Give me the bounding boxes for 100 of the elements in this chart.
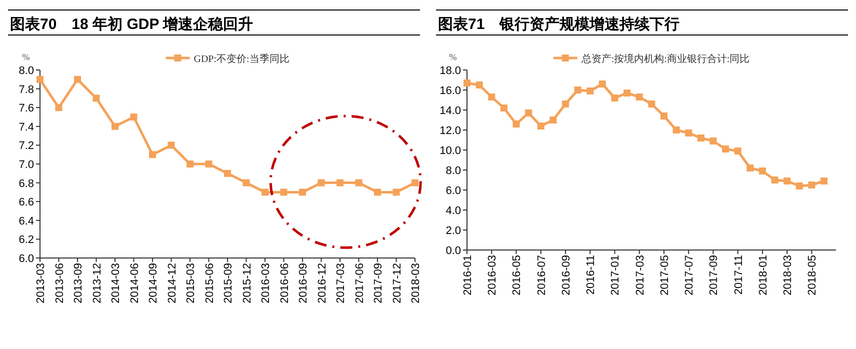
x-tick-label: 2014-06	[128, 263, 141, 304]
y-tick-label: 12.0	[440, 125, 461, 137]
y-axis-title: %	[449, 52, 458, 62]
y-tick-label: 8.0	[18, 65, 34, 77]
point	[525, 110, 532, 116]
point	[464, 80, 470, 86]
x-tick-label: 2015-06	[204, 263, 216, 304]
y-axis-title: %	[22, 52, 30, 62]
x-tick-label: 2015-09	[222, 263, 234, 304]
point	[374, 188, 381, 196]
point	[299, 188, 306, 196]
x-tick-label: 2016-09	[298, 263, 310, 304]
x-tick-label: 2016-03	[260, 263, 272, 304]
point	[476, 82, 483, 88]
legend: 总资产:按境内机构:商业银行合计:同比	[553, 54, 750, 65]
point	[611, 94, 618, 102]
point	[355, 179, 362, 186]
point	[574, 86, 582, 94]
y-tick-label: 6.0	[18, 253, 34, 265]
x-tick-label: 2017-06	[354, 263, 366, 304]
legend-label: GDP:不变价:当季同比	[194, 53, 290, 65]
x-tick-label: 2014-03	[110, 263, 122, 304]
point	[512, 120, 520, 128]
y-tick-label: 6.4	[18, 215, 34, 228]
x-tick-label: 2018-05	[806, 255, 819, 296]
point	[92, 94, 100, 102]
point	[796, 182, 803, 190]
point	[280, 188, 288, 196]
point	[758, 168, 766, 174]
x-tick-label: 2015-03	[185, 263, 197, 304]
point	[784, 178, 791, 184]
x-tick-label: 2014-12	[166, 263, 178, 304]
point	[55, 104, 62, 112]
x-tick-label: 2013-12	[91, 263, 104, 304]
point	[771, 176, 778, 184]
point	[36, 76, 44, 83]
y-tick-label: 6.0	[446, 185, 461, 197]
point	[685, 130, 692, 136]
x-tick-label: 2017-03	[634, 255, 646, 296]
x-tick-label: 2013-09	[72, 263, 84, 304]
chart-title: 图表70 18 年初 GDP 增速企稳回升	[10, 15, 254, 33]
point	[722, 146, 730, 152]
point	[262, 188, 268, 196]
y-tick-label: 14.0	[440, 105, 461, 117]
x-tick-label: 2017-03	[335, 263, 347, 304]
point	[624, 90, 631, 96]
x-tick-label: 2017-07	[684, 255, 696, 296]
chart-title: 图表71 银行资产规模增速持续下行	[438, 16, 680, 33]
x-tick-label: 2018-03	[410, 263, 422, 304]
point	[412, 179, 418, 186]
point	[186, 160, 194, 168]
point	[746, 164, 754, 172]
x-tick-label: 2015-12	[241, 263, 254, 304]
point	[488, 94, 496, 100]
y-tick-label: 16.0	[440, 85, 461, 97]
point	[648, 100, 656, 108]
y-tick-label: 4.0	[446, 205, 461, 217]
y-tick-label: 10.0	[440, 145, 461, 157]
point	[586, 88, 594, 94]
point	[710, 138, 717, 144]
y-tick-label: 7.8	[18, 84, 34, 96]
point	[130, 114, 138, 120]
y-tick-label: 7.4	[18, 121, 34, 134]
point	[562, 100, 569, 108]
y-tick-label: 8.0	[446, 165, 461, 177]
x-tick-label: 2016-03	[486, 255, 499, 296]
x-tick-label: 2017-11	[732, 255, 745, 295]
point	[500, 104, 508, 112]
point	[550, 116, 557, 124]
point	[224, 170, 231, 177]
y-tick-label: 18.0	[440, 65, 461, 77]
x-tick-label: 2018-03	[782, 255, 794, 296]
x-tick-label: 2017-05	[658, 255, 671, 296]
x-tick-label: 2016-09	[560, 255, 572, 296]
point	[734, 148, 742, 154]
y-tick-label: 6.6	[18, 196, 34, 209]
x-tick-label: 2013-03	[35, 263, 47, 304]
x-tick-label: 2018-01	[757, 255, 770, 296]
x-tick-label: 2017-01	[610, 255, 622, 296]
point	[149, 151, 156, 158]
x-tick-label: 2016-05	[511, 255, 524, 296]
point	[112, 122, 118, 130]
legend-label: 总资产:按境内机构:商业银行合计:同比	[580, 53, 750, 65]
point	[74, 76, 81, 83]
y-tick-label: 7.6	[18, 102, 34, 115]
point	[537, 122, 544, 130]
x-tick-label: 2016-11	[585, 255, 598, 295]
x-tick-label: 2016-12	[316, 263, 328, 304]
point	[242, 179, 250, 186]
x-tick-label: 2016-01	[462, 255, 474, 296]
point	[660, 112, 668, 120]
x-tick-label: 2017-09	[372, 263, 384, 304]
point	[598, 80, 606, 88]
y-tick-label: 7.2	[18, 140, 34, 152]
point	[808, 182, 816, 188]
point	[636, 94, 643, 100]
legend: GDP:不变价:当季同比	[166, 54, 290, 65]
x-tick-label: 2014-09	[148, 263, 160, 304]
x-tick-label: 2017-09	[708, 255, 720, 296]
point	[392, 188, 400, 196]
